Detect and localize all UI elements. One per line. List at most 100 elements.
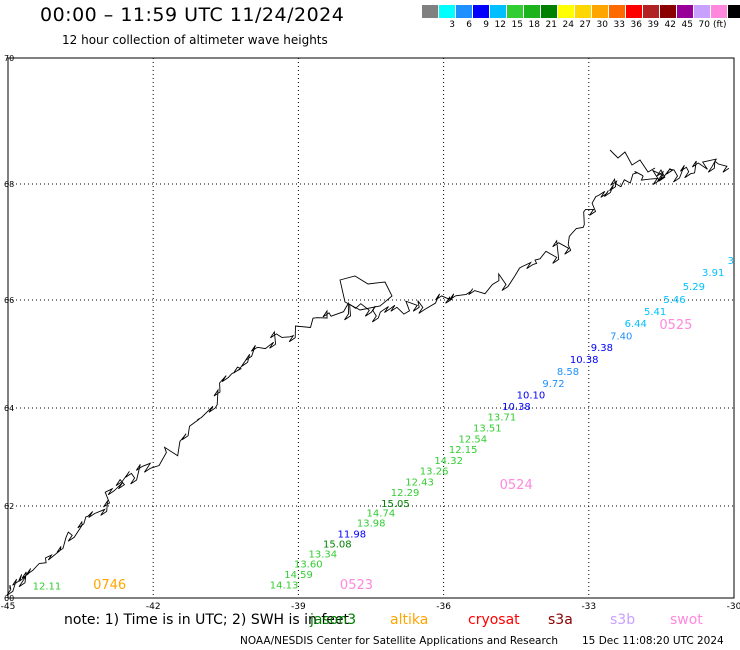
x-tick-label: -45 [1, 602, 16, 612]
legend-swatch [507, 5, 524, 18]
greenland-coastline [6, 149, 730, 596]
legend-swatch [711, 5, 728, 18]
wave-height-label: 13.51 [473, 424, 502, 435]
wave-height-label: 9.72 [542, 379, 564, 390]
color-legend-labels: 3 6 9 12 15 18 21 24 27 30 33 36 39 42 45 70 (ft) [422, 20, 737, 30]
wave-height-label: 15.08 [323, 539, 352, 550]
pass-time-label: 0525 [659, 318, 692, 333]
legend-swatch [439, 5, 456, 18]
satellite-swot: swot [670, 612, 703, 628]
y-tick-label: 62 [4, 502, 14, 511]
legend-unit: (ft) [713, 20, 727, 30]
wave-height-label: 10.38 [502, 402, 531, 413]
map-frame [7, 57, 735, 599]
wave-height-label: 5.29 [683, 282, 705, 293]
satellite-s3a: s3a [548, 612, 573, 628]
wave-height-label: 10.10 [517, 390, 546, 401]
wave-height-label: 12.43 [405, 477, 434, 488]
chart-title: 00:00 – 11:59 UTC 11/24/2024 [40, 4, 345, 26]
legend-swatch [456, 5, 473, 18]
legend-label: 21 [545, 20, 557, 30]
legend-swatch [694, 5, 711, 18]
wave-height-label: 9.38 [591, 343, 613, 354]
x-tick-label: -42 [146, 602, 161, 612]
wave-height-label: 12.15 [449, 445, 478, 456]
satellite-altika: altika [390, 612, 429, 628]
x-tick-label: -36 [436, 602, 451, 612]
pass-time-label: 0746 [93, 578, 126, 593]
legend-swatch [473, 5, 490, 18]
wave-height-label: 13.60 [294, 560, 323, 571]
legend-label: 15 [511, 20, 523, 30]
legend-label: 6 [466, 20, 472, 30]
satellite-cryosat: cryosat [468, 612, 520, 628]
legend-swatch [524, 5, 541, 18]
wave-height-label: 14.13 [270, 580, 299, 591]
x-tick-label: -33 [581, 602, 596, 612]
y-tick-label: 68 [4, 180, 14, 189]
wave-height-label: 5.41 [644, 307, 666, 318]
y-tick-label: 64 [4, 404, 14, 413]
wave-height-label: 13.71 [488, 413, 517, 424]
wave-height-label: 8.58 [557, 367, 579, 378]
legend-swatch [728, 5, 740, 18]
legend-swatch [490, 5, 507, 18]
legend-swatch [558, 5, 575, 18]
legend-label: 70 [698, 20, 710, 30]
y-tick-label: 60 [4, 594, 14, 603]
legend-label: 45 [681, 20, 693, 30]
wave-height-label: 13.98 [357, 519, 386, 530]
wave-height-label: 11.98 [338, 529, 367, 540]
legend-label: 18 [528, 20, 540, 30]
legend-swatch [643, 5, 660, 18]
wave-height-label: 12.29 [391, 488, 420, 499]
legend-swatch [422, 5, 439, 18]
wave-height-label: 7.40 [610, 331, 632, 342]
wave-height-label: 10.38 [570, 355, 599, 366]
wave-height-label: 3 [728, 256, 734, 267]
legend-swatch [609, 5, 626, 18]
pass-time-label: 0524 [500, 478, 533, 493]
wave-height-label: 12.11 [33, 581, 62, 592]
legend-swatch [541, 5, 558, 18]
footer-credit: NOAA/NESDIS Center for Satellite Applica… [240, 635, 558, 647]
legend-swatch [626, 5, 643, 18]
legend-label: 12 [494, 20, 506, 30]
wave-height-label: 14.59 [284, 570, 313, 581]
coastline-path [609, 149, 656, 173]
wave-height-label: 14.32 [434, 456, 463, 467]
x-tick-label: -39 [291, 602, 306, 612]
legend-label: 24 [562, 20, 574, 30]
pass-time-label: 0523 [340, 578, 373, 593]
legend-label: 33 [613, 20, 625, 30]
legend-label: 39 [647, 20, 659, 30]
y-tick-label: 66 [4, 296, 14, 305]
satellite-pass-times: 0525 0524 0523 0746 [93, 318, 692, 593]
x-tick-label: -30 [727, 602, 740, 612]
wave-height-label: 13.26 [420, 467, 449, 478]
y-tick-label: 70 [4, 54, 14, 63]
satellite-s3b: s3b [610, 612, 636, 628]
wave-height-label: 15.05 [381, 499, 410, 510]
legend-swatch [677, 5, 694, 18]
wave-height-label: 6.44 [625, 319, 647, 330]
wave-height-label: 14.74 [367, 509, 396, 520]
legend-label: 27 [579, 20, 591, 30]
footer-timestamp: 15 Dec 11:08:20 UTC 2024 [582, 635, 724, 647]
wave-height-observations: 33.915.295.465.416.447.409.3810.388.589.… [33, 256, 734, 592]
note-row: note: 1) Time is in UTC; 2) SWH is in fe… [0, 612, 740, 630]
wave-height-label: 3.91 [702, 268, 724, 279]
legend-swatch [660, 5, 677, 18]
legend-label: 30 [596, 20, 608, 30]
legend-label: 42 [664, 20, 676, 30]
coastline-path [6, 158, 730, 596]
satellite-jason3: jason3 [310, 612, 357, 628]
wave-height-label: 13.34 [308, 550, 337, 561]
legend-label: 9 [483, 20, 489, 30]
legend-swatch [592, 5, 609, 18]
note-text: note: 1) Time is in UTC; 2) SWH is in fe… [64, 612, 350, 628]
axis-ticks: -45 -42 -39 -36 -33 -30 60 62 64 66 68 70 [1, 54, 740, 612]
wave-height-label: 12.54 [459, 434, 488, 445]
legend-label: 36 [630, 20, 642, 30]
